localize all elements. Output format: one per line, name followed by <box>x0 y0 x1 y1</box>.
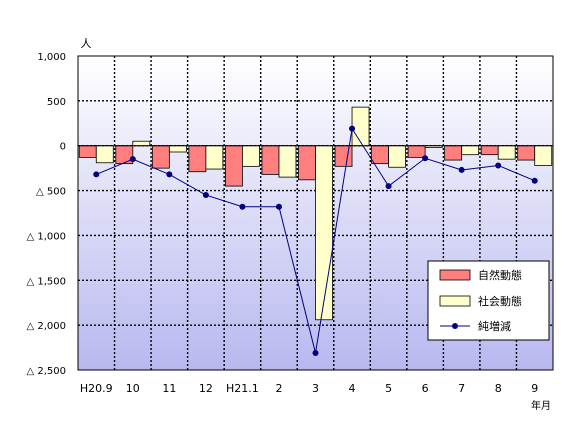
y-tick-label: 0 <box>60 142 66 153</box>
net-change-point <box>385 183 392 190</box>
x-unit-label: 年月 <box>531 399 551 412</box>
bar-natural <box>225 145 243 187</box>
bar-social <box>168 145 187 153</box>
bar-natural <box>261 145 280 175</box>
net-change-point <box>458 166 465 173</box>
x-tick-label: 8 <box>495 382 502 395</box>
bar-natural <box>371 145 389 165</box>
bar-natural <box>188 145 207 173</box>
net-change-point <box>275 203 282 210</box>
bar-natural <box>407 145 426 158</box>
x-tick-label: 2 <box>275 382 282 395</box>
bar-social <box>95 145 114 164</box>
legend-item-net-marker <box>452 323 458 329</box>
net-change-point <box>166 171 173 178</box>
bar-natural <box>115 145 134 165</box>
legend-item-net-label: 純増減 <box>478 319 511 333</box>
y-tick-label: △ 2,500 <box>27 366 67 377</box>
x-tick-label: H20.9 <box>80 382 113 395</box>
bar-social <box>205 145 224 170</box>
net-change-point <box>349 125 356 132</box>
x-tick-label: H21.1 <box>226 382 259 395</box>
net-change-point <box>93 171 100 178</box>
x-tick-label: 3 <box>312 382 319 395</box>
net-change-point <box>495 162 502 169</box>
net-change-point <box>202 192 209 199</box>
net-change-point <box>129 156 136 163</box>
bar-social <box>242 145 260 167</box>
bar-natural <box>151 145 170 169</box>
bar-social <box>315 145 333 321</box>
bar-social <box>351 106 370 147</box>
y-tick-label: △ 500 <box>36 187 66 198</box>
y-tick-label: 500 <box>47 97 66 108</box>
bar-social <box>388 145 406 168</box>
y-tick-label: 1,000 <box>37 52 66 63</box>
bar-natural <box>517 145 536 161</box>
x-tick-label: 6 <box>422 382 429 395</box>
bar-social <box>132 140 151 147</box>
legend-item-social-swatch <box>439 295 471 307</box>
bar-natural <box>78 145 97 158</box>
bar-social <box>497 145 516 160</box>
x-tick-label: 4 <box>349 382 356 395</box>
y-tick-label: △ 1,000 <box>27 231 67 242</box>
x-tick-label: 7 <box>458 382 465 395</box>
net-change-point <box>422 155 429 162</box>
y-tick-label: △ 2,000 <box>27 321 67 332</box>
bar-natural <box>334 145 353 167</box>
bar-social <box>278 145 297 178</box>
y-unit-label: 人 <box>81 37 92 50</box>
x-tick-label: 10 <box>126 382 140 395</box>
bar-natural <box>298 145 316 181</box>
legend-item-natural-label: 自然動態 <box>478 268 522 282</box>
bar-social <box>534 145 553 166</box>
legend-item-natural-swatch <box>439 269 471 281</box>
bar-social <box>461 145 480 156</box>
net-change-point <box>312 349 319 356</box>
net-change-point <box>239 203 246 210</box>
x-tick-label: 11 <box>162 382 176 395</box>
x-tick-label: 5 <box>385 382 392 395</box>
bar-natural <box>444 145 463 161</box>
x-tick-label: 12 <box>199 382 213 395</box>
net-change-point <box>531 177 538 184</box>
y-tick-label: △ 1,500 <box>27 276 67 287</box>
legend-item-social-label: 社会動態 <box>478 294 522 308</box>
bar-natural <box>480 145 499 156</box>
x-tick-label: 9 <box>531 382 538 395</box>
